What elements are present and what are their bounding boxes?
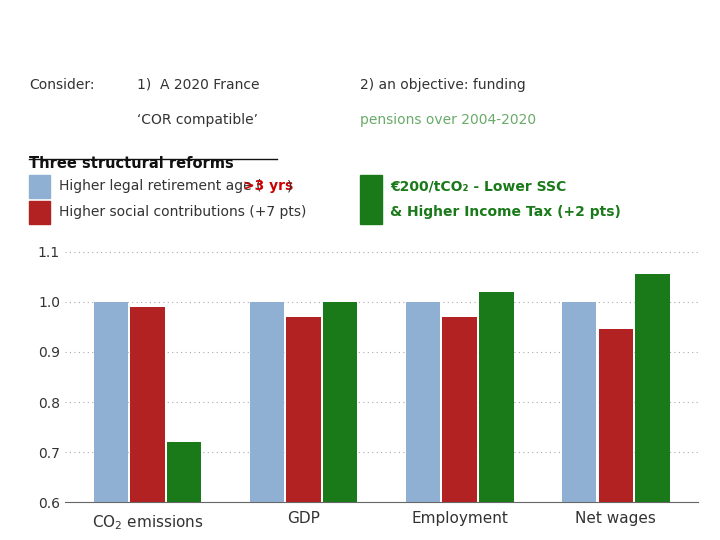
Bar: [29, 201, 50, 224]
Text: CO$_2$ emissions: CO$_2$ emissions: [91, 513, 203, 532]
Bar: [29, 175, 50, 198]
Text: Reconnecting climate, pensions and deficits issues: Reconnecting climate, pensions and defic…: [16, 21, 598, 44]
Bar: [360, 175, 382, 224]
Text: Higher social contributions (+7 pts): Higher social contributions (+7 pts): [59, 205, 307, 219]
Bar: [480, 292, 513, 540]
Text: ‘COR compatible’: ‘COR compatible’: [137, 113, 258, 127]
Bar: [167, 442, 202, 540]
Bar: [406, 302, 440, 540]
Text: Consider:: Consider:: [29, 78, 94, 92]
Text: pensions over 2004-2020: pensions over 2004-2020: [360, 113, 536, 127]
Bar: [250, 302, 284, 540]
Text: 1)  A 2020 France: 1) A 2020 France: [137, 78, 259, 92]
Bar: [130, 307, 165, 540]
Bar: [598, 329, 633, 540]
Text: >3 yrs: >3 yrs: [243, 179, 293, 193]
Text: & Higher Income Tax (+2 pts): & Higher Income Tax (+2 pts): [390, 205, 621, 219]
Text: 2) an objective: funding: 2) an objective: funding: [360, 78, 526, 92]
Bar: [323, 302, 357, 540]
Bar: [635, 274, 670, 540]
Bar: [287, 317, 320, 540]
Text: ): ): [287, 179, 292, 193]
Text: Higher legal retirement age (: Higher legal retirement age (: [59, 179, 261, 193]
Bar: [94, 302, 128, 540]
Text: Three structural reforms: Three structural reforms: [29, 156, 233, 171]
Bar: [443, 317, 477, 540]
Bar: [562, 302, 596, 540]
Text: €200/tCO₂ - Lower SSC: €200/tCO₂ - Lower SSC: [390, 179, 567, 193]
